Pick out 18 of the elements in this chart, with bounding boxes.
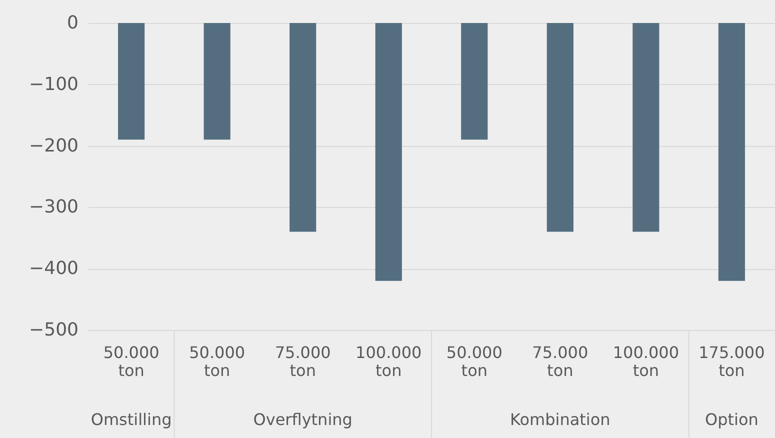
y-tick-label: 0 xyxy=(67,12,78,34)
y-tick-label: −500 xyxy=(29,320,78,340)
y-tick-label: −300 xyxy=(29,196,78,218)
y-tick-label: −100 xyxy=(29,74,78,95)
x-tick-label: 75.000 ton xyxy=(274,343,331,380)
text: Overflytning xyxy=(253,410,352,429)
y-tick-label: −200 xyxy=(29,135,78,156)
text: Kombination xyxy=(510,410,610,429)
x-tick-label: 100.000 ton xyxy=(612,343,680,380)
x-tick-label: 100.000 ton xyxy=(356,343,422,380)
x-tick-label: 50.000 ton xyxy=(189,343,246,380)
text: Omstilling xyxy=(90,410,172,429)
y-tick-label: −400 xyxy=(29,258,78,280)
x-tick-label: 50.000 ton xyxy=(103,343,160,380)
x-tick-label: 75.000 ton xyxy=(532,343,588,380)
x-tick-label: 50.000 ton xyxy=(446,343,502,380)
x-tick-label: 175.000 ton xyxy=(698,343,765,380)
text: Option xyxy=(704,410,758,429)
